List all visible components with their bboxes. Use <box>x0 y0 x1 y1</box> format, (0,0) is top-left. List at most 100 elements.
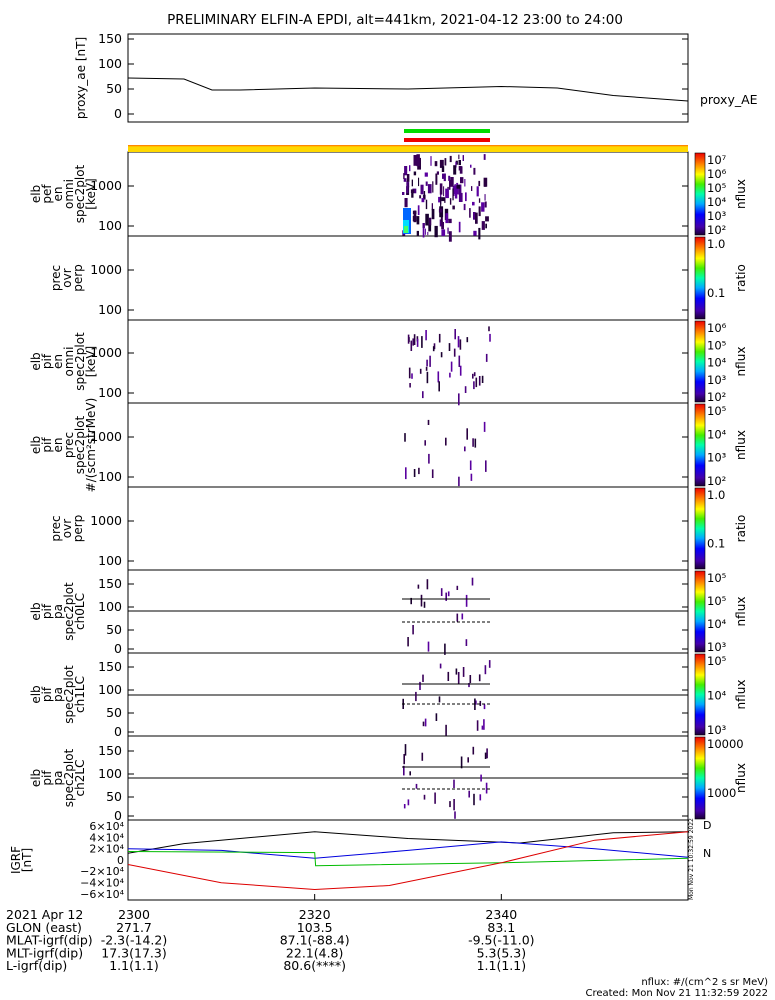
spectrogram-pixel <box>472 373 474 379</box>
spectrogram-pixel <box>410 340 413 351</box>
panel-ylabel: spec2plot <box>62 665 76 724</box>
x-axis-annotation-table: 2021 Apr 12 2300 2320 2340 GLON (east) 271.7 1… <box>6 907 535 973</box>
spectrogram-pixel <box>450 361 453 372</box>
spectrogram-pixel <box>440 588 443 596</box>
panel-ylabel: ch0LC <box>73 593 87 630</box>
spectrogram-pixel <box>422 674 424 682</box>
panel-ylabel: omni <box>62 179 76 209</box>
y-tick-label: 100 <box>98 302 122 317</box>
spectrogram-pixel <box>435 173 438 185</box>
panel-frames <box>127 33 689 901</box>
spectrogram-pixel <box>410 597 412 605</box>
spectrogram-pixel <box>432 181 434 193</box>
colorbar-tick-label: 10³ <box>707 723 727 737</box>
colorbar <box>694 736 706 820</box>
colorbar-label: nflux <box>734 430 748 460</box>
spectrogram-pixel <box>419 195 422 199</box>
spectrogram-pixel <box>409 771 411 776</box>
spectrogram-pixel <box>458 160 461 166</box>
spectrogram-pixel <box>481 221 485 230</box>
spectrogram-pixel <box>424 718 427 727</box>
spectrogram-pixel <box>404 433 406 442</box>
spectrogram-pixel <box>485 223 487 229</box>
spectrogram-pixel <box>424 228 426 235</box>
spectrogram-pixel <box>439 183 443 195</box>
plot-marks <box>127 77 689 891</box>
spectrogram-pixel <box>449 198 452 205</box>
spectrogram-pixel <box>444 643 446 655</box>
spectrogram-pixel <box>473 793 475 806</box>
colorbar-tick-label: 10⁴ <box>707 195 727 209</box>
panel-ylabel: spec2plot <box>62 748 76 807</box>
spectrogram-pixel <box>453 779 455 788</box>
spectrogram-pixel <box>447 591 450 597</box>
row-value: 83.1 <box>487 920 515 935</box>
panel-ylabel: [nT] <box>20 848 34 872</box>
yellow-status-bar <box>128 145 688 152</box>
spectrogram-pixel <box>441 166 445 172</box>
spectrogram-pixel <box>458 221 461 233</box>
colorbar-tick-label: 10³ <box>707 451 727 465</box>
spectrogram-pixel <box>485 782 488 794</box>
colorbar-label: nflux <box>734 179 748 209</box>
spectrogram-pixel <box>479 700 482 706</box>
spectrogram-pixel <box>445 592 447 601</box>
spectrogram-pixel <box>460 177 464 184</box>
panel-ylabel: spec2plot <box>73 415 87 474</box>
colorbar-tick-label: 10² <box>707 474 726 488</box>
panel-ylabel: elb <box>29 352 43 370</box>
spectrogram-pixel <box>413 334 416 345</box>
spectrogram-pixel <box>449 155 452 163</box>
igrf-series-line <box>127 841 689 859</box>
panel-ylabel: en <box>51 438 65 453</box>
row-label: L-igrf(dip) <box>6 958 67 973</box>
spectrogram-pixel <box>455 668 458 675</box>
spectrogram-pixel <box>449 372 451 378</box>
spectrogram-pixel <box>440 352 443 358</box>
spectrogram-pixel <box>469 460 472 470</box>
colorbar-tick-label: 1.0 <box>707 237 725 251</box>
spectrogram-pixel <box>418 467 420 475</box>
colorbar <box>694 236 706 320</box>
panel-ylabel: elb <box>29 685 43 703</box>
spectrogram-pixel <box>445 213 449 224</box>
spectrogram-pixel <box>420 184 424 195</box>
spectrogram-pixel <box>475 377 478 388</box>
spectrogram-pixel <box>434 225 438 238</box>
spectrogram-pixel <box>455 161 457 168</box>
spectrogram-pixel <box>421 198 425 203</box>
colorbar-tick-label: 10⁵ <box>707 404 727 418</box>
colorbar-tick-label: 10² <box>707 390 726 404</box>
spectrogram-pixel <box>469 675 472 684</box>
spectrogram-pixel <box>483 719 485 730</box>
row-value: 1.1(1.1) <box>109 958 159 973</box>
panel-ylabel: spec2plot <box>73 164 87 223</box>
spectrogram-pixel <box>470 473 473 481</box>
spectrogram-pixel <box>462 667 465 677</box>
spectrogram-pixel <box>478 206 481 217</box>
spectrogram-pixel <box>448 343 451 351</box>
spectrogram-pixel <box>473 372 476 377</box>
panel-ylabel: omni <box>62 347 76 377</box>
spectrogram-pixel <box>404 198 408 208</box>
spectrogram-pixel <box>427 184 432 194</box>
spectrogram-pixel <box>426 579 429 590</box>
colorbar-label: nflux <box>734 597 748 627</box>
spectrogram-pixel <box>409 165 411 172</box>
spectrogram-pixel <box>404 226 408 233</box>
spectrogram-pixel <box>462 155 464 161</box>
spectrogram-pixel <box>430 156 432 166</box>
spectrogram-pixel <box>484 194 486 201</box>
proxy-ae-line <box>127 77 689 102</box>
spectrogram-pixel <box>431 203 433 211</box>
spectrogram-pixel <box>470 164 472 168</box>
panel-ylabel: [keV] <box>84 178 98 209</box>
colorbar-tick-label: 10⁵ <box>707 654 727 668</box>
y-tick-label: −2×10⁴ <box>80 865 124 878</box>
spectrogram-pixel <box>458 355 461 367</box>
colorbar-tick-label: 10⁴ <box>707 617 727 631</box>
spectrogram-pixel <box>422 223 425 229</box>
spectrogram-pixel <box>415 691 417 702</box>
panel-ylabel: en <box>51 187 65 202</box>
y-tick-label: 1000 <box>90 262 122 277</box>
